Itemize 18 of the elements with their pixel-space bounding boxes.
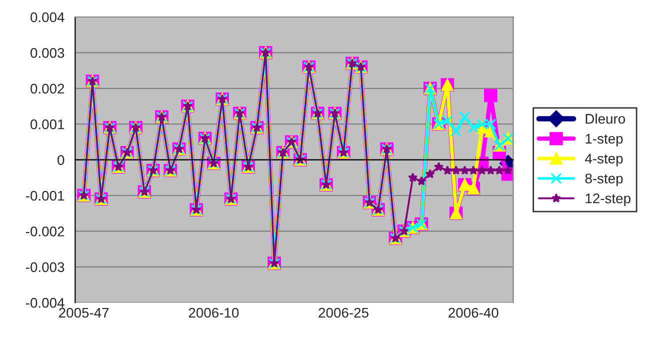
legend-label: 1-step	[586, 134, 623, 146]
y-tick-label: -0.004	[26, 298, 64, 308]
x-tick-label: 2006-40	[448, 308, 498, 318]
x-tick-label: 2006-10	[188, 308, 239, 318]
y-tick-label: 0.002	[30, 84, 64, 94]
legend-label: Dleuro	[586, 114, 626, 124]
legend-label: 12-step	[586, 193, 630, 206]
y-tick-label: -0.001	[26, 190, 64, 201]
y-tick-label: 0.004	[30, 12, 64, 22]
y-tick-label: -0.003	[26, 262, 64, 272]
x-tick-label: 2005-47	[59, 308, 109, 318]
y-tick-label: 0.001	[30, 119, 64, 130]
x-tick-label: 2006-25	[318, 308, 368, 318]
y-tick-label: -0.002	[26, 226, 64, 236]
y-tick-label: 0	[58, 155, 64, 165]
legend-label: 4-step	[585, 154, 623, 166]
legend-label: 8-step	[585, 174, 623, 186]
y-tick-label: 0.003	[30, 48, 64, 58]
